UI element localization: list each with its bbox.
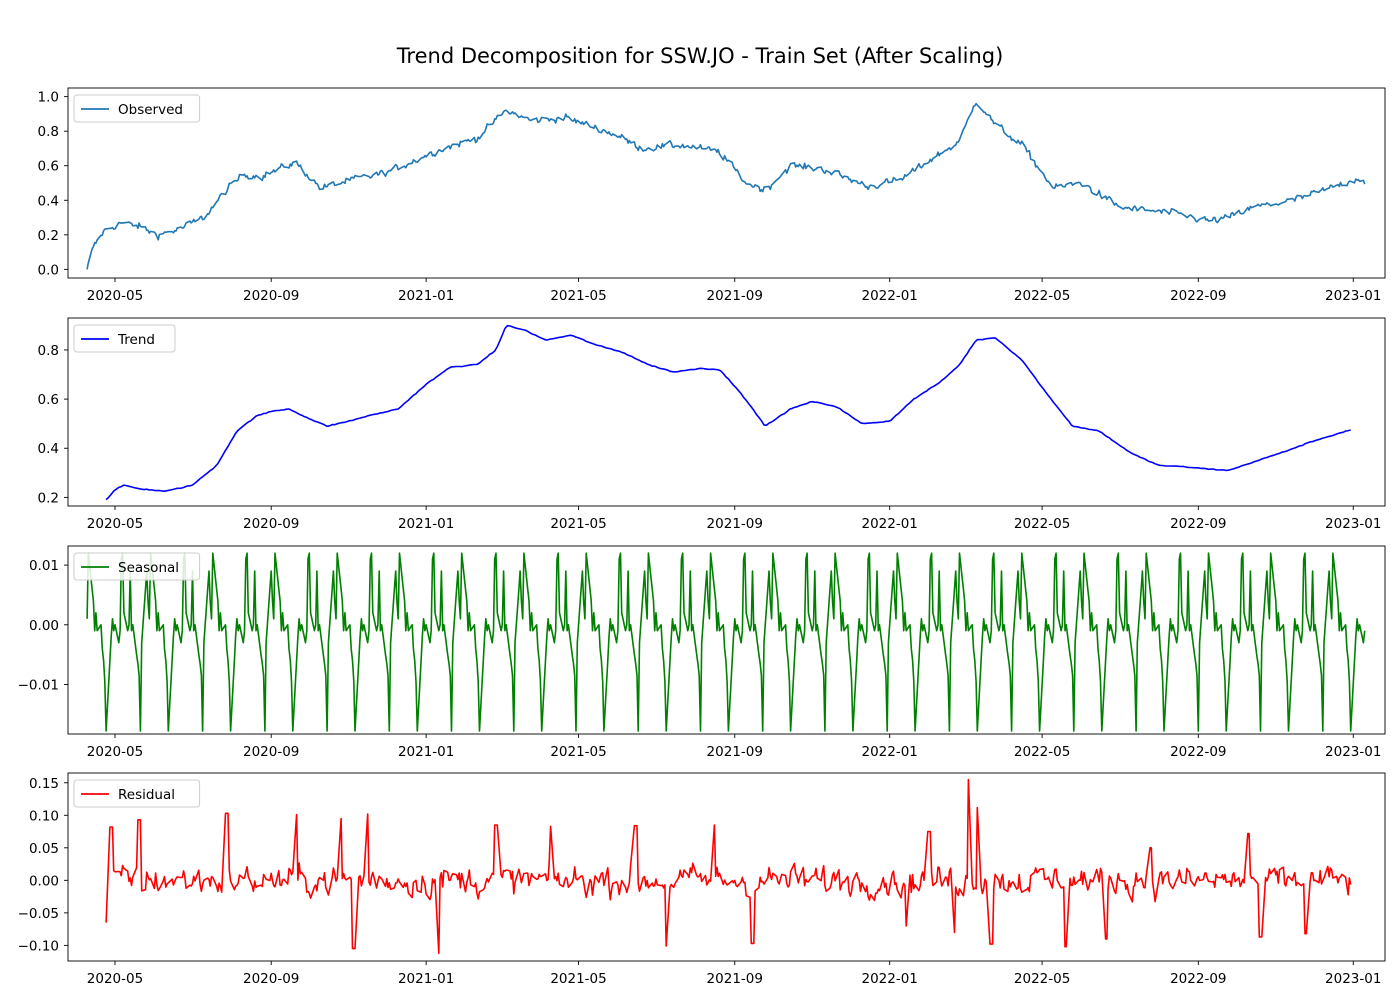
x-tick-label: 2022-05 <box>1014 744 1070 760</box>
legend-label: Observed <box>118 102 183 118</box>
series-line-observed <box>86 102 1366 270</box>
y-tick-label: −0.10 <box>18 938 59 954</box>
x-tick-label: 2021-01 <box>398 288 454 304</box>
x-tick-label: 2022-05 <box>1014 971 1070 987</box>
y-tick-label: 0.10 <box>29 808 59 824</box>
x-tick-label: 2021-05 <box>550 516 606 532</box>
legend-label: Residual <box>118 787 175 803</box>
y-tick-label: 1.0 <box>38 90 59 106</box>
series-line-seasonal <box>86 552 1366 732</box>
legend-label: Trend <box>117 332 155 348</box>
panel-seasonal: −0.01 0.00 0.01 2020-05 2020-09 2021-01 2021-0… <box>18 545 1386 760</box>
plot-frame <box>67 772 1386 962</box>
x-tick-label: 2020-05 <box>87 744 143 760</box>
y-tick-label: −0.01 <box>18 677 59 693</box>
x-tick-label: 2021-01 <box>398 516 454 532</box>
y-tick-label: 0.2 <box>38 228 59 244</box>
legend-box <box>73 779 201 808</box>
legend-box <box>73 552 201 581</box>
plot-frame <box>67 545 1386 735</box>
x-tick-label: 2022-01 <box>861 744 917 760</box>
x-tick-label: 2021-01 <box>398 971 454 987</box>
series-line-residual <box>105 778 1352 954</box>
x-tick-label: 2022-01 <box>861 971 917 987</box>
y-tick-label: 0.8 <box>38 343 59 359</box>
y-tick-label: 0.2 <box>38 490 59 506</box>
x-tick-label: 2023-01 <box>1325 971 1381 987</box>
panel-residual: −0.10 −0.05 0.00 0.05 0.10 0.15 2020-05 2020-09… <box>18 772 1386 987</box>
x-tick-label: 2022-09 <box>1170 516 1226 532</box>
x-tick-label: 2021-05 <box>550 971 606 987</box>
y-tick-label: 0.00 <box>29 873 59 889</box>
x-tick-label: 2020-09 <box>243 744 299 760</box>
legend-label: Seasonal <box>118 560 179 576</box>
x-tick-label: 2020-09 <box>243 516 299 532</box>
x-tick-label: 2020-09 <box>243 971 299 987</box>
x-tick-label: 2022-09 <box>1170 288 1226 304</box>
y-tick-label: −0.05 <box>18 906 59 922</box>
x-tick-label: 2023-01 <box>1325 288 1381 304</box>
x-tick-label: 2021-09 <box>707 744 763 760</box>
panel-trend: 0.2 0.4 0.6 0.8 2020-05 2020-09 2021-01 2021-05… <box>38 317 1386 532</box>
x-tick-label: 2020-05 <box>87 288 143 304</box>
x-tick-label: 2022-05 <box>1014 516 1070 532</box>
y-tick-label: 0.0 <box>38 262 59 278</box>
legend-box <box>73 324 176 353</box>
x-tick-label: 2020-05 <box>87 516 143 532</box>
x-tick-label: 2022-01 <box>861 288 917 304</box>
x-tick-label: 2021-05 <box>550 744 606 760</box>
y-tick-label: 0.4 <box>38 441 59 457</box>
x-tick-label: 2020-09 <box>243 288 299 304</box>
legend-box <box>73 94 201 123</box>
x-tick-label: 2022-05 <box>1014 288 1070 304</box>
y-tick-label: 0.15 <box>29 776 59 792</box>
y-tick-label: 0.4 <box>38 193 59 209</box>
x-tick-label: 2021-09 <box>707 288 763 304</box>
y-tick-label: 0.05 <box>29 841 59 857</box>
y-tick-label: 0.01 <box>29 558 59 574</box>
x-tick-label: 2022-09 <box>1170 971 1226 987</box>
x-tick-label: 2021-01 <box>398 744 454 760</box>
x-tick-label: 2021-09 <box>707 516 763 532</box>
x-tick-label: 2023-01 <box>1325 516 1381 532</box>
x-tick-label: 2021-09 <box>707 971 763 987</box>
x-tick-label: 2022-01 <box>861 516 917 532</box>
y-tick-label: 0.6 <box>38 392 59 408</box>
y-tick-label: 0.6 <box>38 159 59 175</box>
series-line-trend <box>105 324 1351 501</box>
y-tick-label: 0.00 <box>29 618 59 634</box>
plot-frame <box>67 87 1386 279</box>
x-tick-label: 2021-05 <box>550 288 606 304</box>
chart-title: Trend Decomposition for SSW.JO - Train S… <box>396 44 1004 68</box>
panel-observed: 0.0 0.2 0.4 0.6 0.8 1.0 2020-05 2020-09 2021-01 2… <box>38 87 1386 304</box>
x-tick-label: 2020-05 <box>87 971 143 987</box>
x-tick-label: 2023-01 <box>1325 744 1381 760</box>
plot-frame <box>67 317 1386 507</box>
y-tick-label: 0.8 <box>38 124 59 140</box>
x-tick-label: 2022-09 <box>1170 744 1226 760</box>
